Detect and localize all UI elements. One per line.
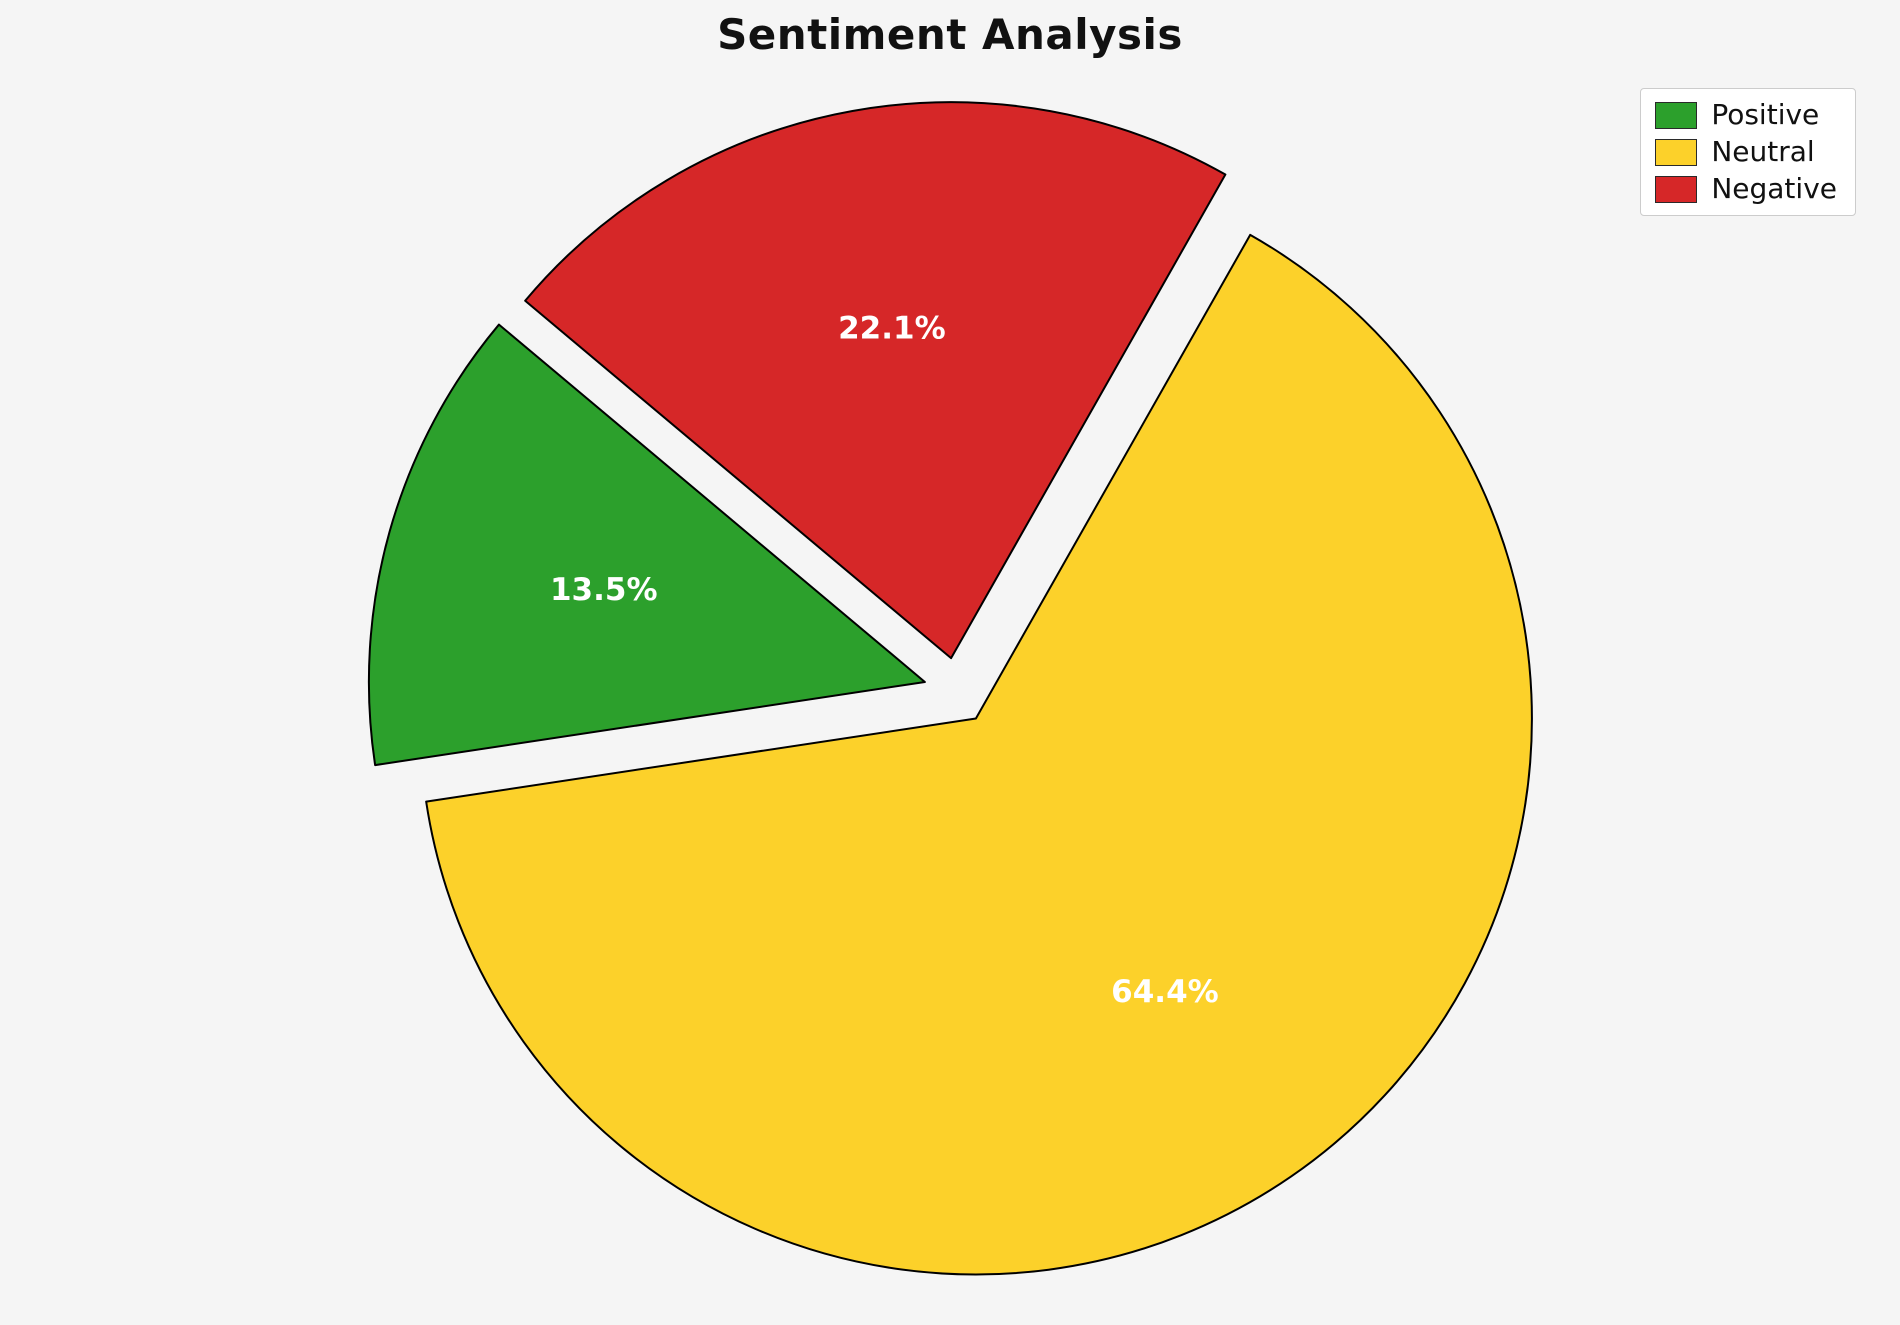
legend-item-positive: Positive	[1655, 101, 1837, 129]
legend-swatch-neutral	[1655, 138, 1698, 166]
chart-title: Sentiment Analysis	[717, 10, 1183, 59]
pie-slice-label-neutral: 64.4%	[1111, 974, 1219, 1010]
legend-swatch-positive	[1655, 101, 1698, 129]
legend-item-neutral: Neutral	[1655, 138, 1837, 166]
legend: Positive Neutral Negative	[1640, 88, 1856, 216]
legend-swatch-negative	[1655, 175, 1698, 203]
legend-item-negative: Negative	[1655, 175, 1837, 203]
legend-label-negative: Negative	[1711, 172, 1837, 205]
legend-label-positive: Positive	[1711, 98, 1820, 131]
legend-label-neutral: Neutral	[1711, 135, 1815, 168]
pie-slice-label-positive: 13.5%	[550, 572, 658, 608]
pie-slice-negative	[524, 101, 1227, 660]
pie-slice-positive	[367, 323, 926, 767]
pie-slice-label-negative: 22.1%	[838, 310, 946, 346]
pie-slice-neutral	[425, 233, 1533, 1276]
